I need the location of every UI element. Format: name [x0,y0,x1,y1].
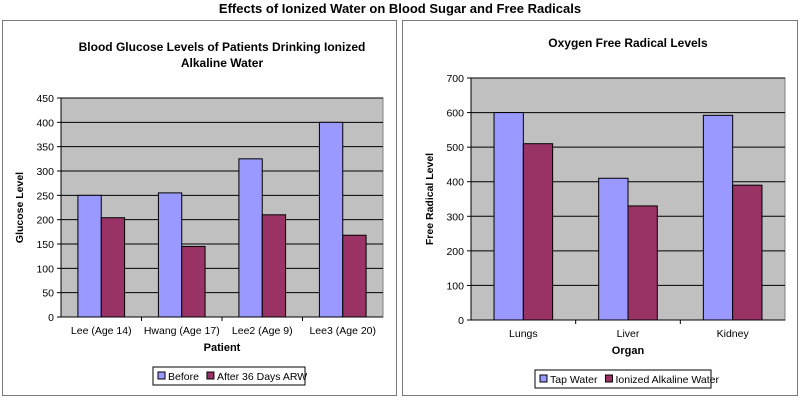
y-axis-label: Glucose Level [14,172,26,243]
bar [702,114,734,321]
y-tick-label: 300 [36,166,54,178]
bar [181,245,206,318]
y-tick-label: 200 [446,246,464,258]
bar [627,205,658,321]
y-tick-label: 500 [446,142,464,154]
legend-swatch [157,371,166,380]
y-tick-label: 400 [446,177,464,189]
x-tick-label: Liver [617,328,640,340]
y-tick-label: 200 [36,215,54,227]
y-tick-label: 450 [36,93,54,105]
chart-title: Alkaline Water [181,56,264,70]
y-axis-label: Free Radical Level [424,153,436,245]
y-tick-label: 250 [36,190,54,202]
x-tick-label: Lee (Age 14) [71,325,132,337]
legend-box [534,369,712,389]
free-radical-chart-panel: Oxygen Free Radical Levels 0 100 200 300 400 5… [402,20,798,396]
legend-box [152,366,306,386]
bar [598,177,629,321]
legend-label: After 36 Days ARW [217,371,307,383]
chart-title: Oxygen Free Radical Levels [548,36,708,50]
y-tick-label: 0 [48,312,54,324]
x-tick-label: Lee2 (Age 9) [232,325,293,337]
y-tick-label: 50 [42,288,54,300]
glucose-chart: Blood Glucose Levels of Patients Drinkin… [14,40,384,386]
x-axis-label: Patient [204,342,241,354]
bar [100,217,126,318]
y-tick-label: 350 [36,142,54,154]
y-tick-label: 600 [446,108,464,120]
legend-swatch [206,371,215,380]
bar [732,184,763,321]
x-tick-label: Kidney [717,328,750,340]
bar [318,121,344,318]
bar [342,234,367,318]
bar [522,143,554,321]
x-tick-label: Lungs [509,328,538,340]
y-tick-label: 100 [446,280,464,292]
chart-title: Blood Glucose Levels of Patients Drinkin… [79,40,366,54]
bar [238,158,263,318]
page-title: Effects of Ionized Water on Blood Sugar … [218,1,582,16]
y-tick-label: 0 [458,315,464,327]
x-tick-label: Lee3 (Age 20) [309,325,376,337]
legend-label: Tap Water [550,374,598,386]
bar [261,214,287,318]
y-tick-label: 100 [36,263,54,275]
y-tick-label: 150 [36,239,54,251]
legend-label: Ionized Alkaline Water [615,374,719,386]
y-tick-label: 300 [446,211,464,223]
y-tick-label: 400 [36,117,54,129]
x-tick-label: Hwang (Age 17) [144,325,220,337]
bar [493,112,524,321]
bar [77,194,102,318]
x-axis-label: Organ [612,345,645,357]
legend-swatch [604,374,613,383]
legend-label: Before [168,371,199,383]
glucose-chart-panel: Blood Glucose Levels of Patients Drinkin… [2,20,397,396]
bar [157,192,183,318]
free-radical-chart: Oxygen Free Radical Levels 0 100 200 300 400 5… [424,36,786,389]
y-tick-label: 700 [446,73,464,85]
legend-swatch [539,374,548,383]
